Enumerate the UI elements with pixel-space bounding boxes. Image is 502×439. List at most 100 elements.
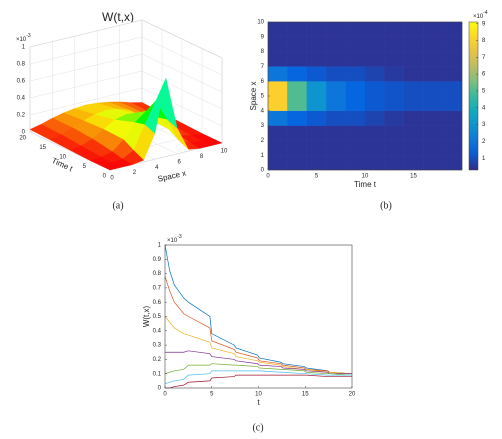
contour-cell — [306, 110, 327, 126]
contour-cell — [403, 51, 424, 67]
z-tick-label: 0 — [22, 130, 26, 136]
x-tick-label: 10 — [362, 174, 369, 180]
contour-cell — [306, 81, 327, 97]
y-tick-label: 0.5 — [153, 314, 162, 320]
contour-cell — [287, 110, 307, 126]
contour-cell — [364, 21, 385, 37]
contour-cell — [384, 95, 404, 111]
contour-cell — [345, 125, 366, 141]
scale-label: ×10-4 — [473, 10, 488, 19]
x-tick-label: 0 — [163, 392, 167, 398]
colorbar-tick-label: 8 — [482, 38, 486, 44]
contour-cell — [326, 36, 346, 52]
contour-cell — [442, 66, 463, 82]
y-tick-label: 8 — [261, 49, 265, 55]
y-tick-label: 0.6 — [153, 300, 162, 306]
contour-cell — [403, 95, 424, 111]
y-tick-label: 3 — [261, 123, 265, 129]
contour-cell — [267, 51, 288, 67]
y-tick-label: 0.9 — [153, 257, 162, 263]
y-tick-label: 0.3 — [153, 343, 162, 349]
contour-cell — [267, 110, 288, 126]
contour-cell — [384, 155, 404, 171]
x-tick-label: 10 — [255, 392, 262, 398]
contour-cell — [364, 36, 385, 52]
contour-cell — [442, 95, 463, 111]
y-tick-label: 0.4 — [153, 328, 162, 334]
contour-cell — [306, 51, 327, 67]
contour-cell — [326, 155, 346, 171]
contour-cell — [267, 155, 288, 171]
colorbar-tick-label: 9 — [482, 21, 486, 27]
contour-cell — [442, 125, 463, 141]
series-line — [164, 363, 352, 376]
x-tick-label: 10 — [221, 149, 228, 155]
contour-cell — [423, 110, 443, 126]
contour-cell — [403, 140, 424, 156]
series-line — [164, 244, 352, 375]
contour-cell — [442, 140, 463, 156]
contour-cell — [287, 155, 307, 171]
scale-base: ×10 — [473, 14, 484, 20]
contour-cell — [423, 81, 443, 97]
contour-cell — [306, 36, 327, 52]
contour-cell — [364, 95, 385, 111]
scale-label: ×10-3 — [16, 33, 31, 42]
colorbar-tick-label: 6 — [482, 72, 486, 78]
contour-cell — [423, 21, 443, 37]
colorbar-tick-label: 1 — [482, 156, 486, 162]
y-tick-label: 0.7 — [153, 285, 162, 291]
y-tick-label: 0 — [158, 386, 162, 392]
y-axis-label: W(t,x) — [142, 306, 151, 328]
caption: (c) — [252, 422, 263, 433]
contour-cell — [384, 21, 404, 37]
x-axis-label: t — [257, 398, 260, 407]
y-axis-label: Space x — [249, 82, 258, 111]
contour-cell — [423, 51, 443, 67]
series-line — [164, 370, 352, 385]
contour-cell — [403, 81, 424, 97]
contour-cell — [364, 81, 385, 97]
x-tick-label: 15 — [410, 174, 417, 180]
contour-cell — [287, 36, 307, 52]
contour-cell — [345, 95, 366, 111]
contour-cell — [267, 81, 288, 97]
y-tick-label: 4 — [261, 108, 265, 114]
contour-cell — [287, 51, 307, 67]
contour-cell — [403, 155, 424, 171]
plot-frame — [164, 244, 353, 389]
contour-cell — [442, 110, 463, 126]
z-tick-label: 1 — [22, 45, 26, 51]
y-tick-label: 2 — [261, 138, 265, 144]
t-tick-label: 20 — [19, 136, 26, 142]
colorbar-tick-label: 3 — [482, 122, 486, 128]
scale-exponent: -3 — [177, 234, 182, 240]
x-tick-label: 8 — [200, 154, 204, 160]
contour-cell — [364, 140, 385, 156]
contour-cell — [345, 36, 366, 52]
contour-cell — [326, 140, 346, 156]
y-tick-label: 5 — [261, 94, 265, 100]
contour-cell — [326, 81, 346, 97]
y-tick-label: 0.2 — [153, 357, 162, 363]
contour-cell — [364, 125, 385, 141]
contour-cell — [287, 125, 307, 141]
contour-cell — [403, 110, 424, 126]
caption: (b) — [380, 200, 392, 211]
contour-cell — [423, 140, 443, 156]
contour-cell — [345, 81, 366, 97]
x-tick-label: 15 — [302, 392, 309, 398]
contour-cell — [345, 155, 366, 171]
x-tick-label: 0 — [266, 174, 270, 180]
y-tick-label: 9 — [261, 34, 265, 40]
z-tick-label: 0.8 — [17, 62, 26, 68]
contour-cell — [442, 51, 463, 67]
y-tick-label: 0 — [261, 168, 265, 174]
contour-cell — [384, 66, 404, 82]
contour-cell — [287, 95, 307, 111]
scale-exponent: -4 — [483, 10, 488, 16]
contour-cell — [267, 21, 288, 37]
chart-title: W(t,x) — [102, 10, 134, 24]
contour-cell — [287, 21, 307, 37]
contour-cell — [423, 155, 443, 171]
